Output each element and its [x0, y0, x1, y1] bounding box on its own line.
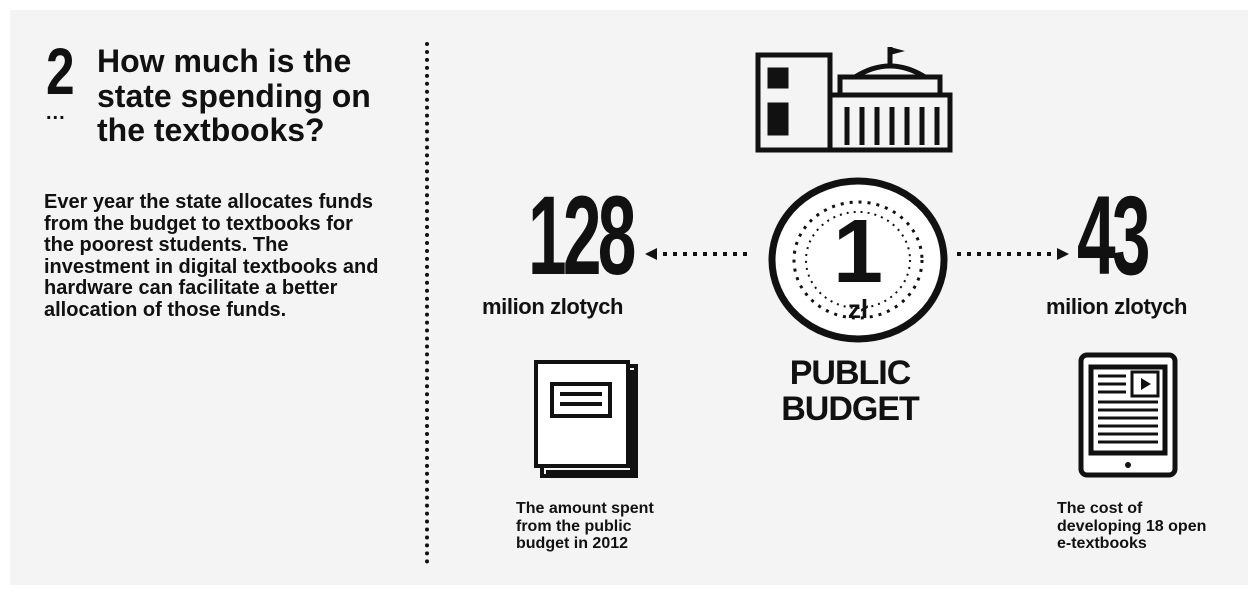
left-caption: The amount spent from the public budget …	[516, 500, 654, 553]
book-icon	[534, 360, 638, 478]
public-budget-line1: PUBLIC	[789, 354, 912, 392]
left-unit: milion zlotych	[482, 294, 624, 319]
right-unit: milion zlotych	[1046, 294, 1188, 319]
arrow-to-right	[957, 248, 1069, 260]
coin-icon: 1 zł	[768, 177, 948, 343]
coin-currency: zł	[848, 294, 869, 324]
infographic-panel	[10, 10, 1248, 585]
public-budget-label: PUBLIC BUDGET	[760, 354, 940, 428]
right-value: 43	[1077, 173, 1151, 298]
question-number: 2	[46, 34, 75, 108]
arrow-to-left	[645, 248, 753, 260]
question-number-dots: ...	[46, 102, 66, 124]
public-budget-line2: BUDGET	[781, 389, 920, 428]
left-value: 128	[528, 173, 636, 298]
dotted-divider	[425, 42, 429, 564]
tablet-icon	[1078, 352, 1178, 478]
parliament-building-icon	[755, 47, 953, 153]
coin-value: 1	[833, 202, 883, 302]
right-caption: The cost of developing 18 open e-textboo…	[1057, 500, 1207, 553]
question-title: How much is the state spending on the te…	[97, 43, 371, 149]
intro-text: Ever year the state allocates funds from…	[44, 191, 379, 321]
